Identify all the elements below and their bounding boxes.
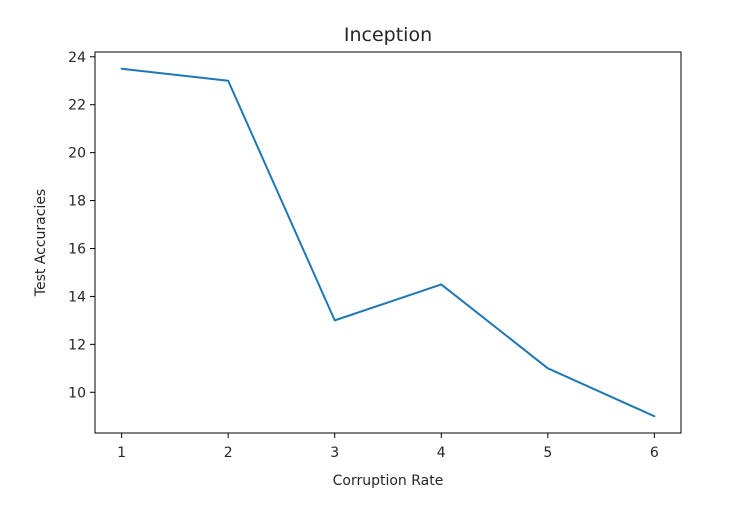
x-axis-label: Corruption Rate bbox=[333, 473, 444, 489]
y-tick-label: 22 bbox=[68, 98, 86, 114]
x-tick-label: 3 bbox=[330, 445, 339, 461]
y-tick-label: 16 bbox=[68, 241, 86, 257]
x-tick-label: 5 bbox=[543, 445, 552, 461]
x-tick-label: 4 bbox=[437, 445, 446, 461]
y-tick-label: 14 bbox=[68, 289, 86, 305]
series-line bbox=[120, 67, 656, 418]
y-tick-label: 24 bbox=[68, 50, 86, 66]
x-tick-label: 2 bbox=[224, 445, 233, 461]
x-tick-label: 1 bbox=[117, 445, 126, 461]
y-axis-ticks: 10 12 14 16 18 20 22 24 bbox=[68, 50, 95, 401]
y-tick-label: 12 bbox=[68, 337, 86, 353]
y-tick-label: 20 bbox=[68, 146, 86, 162]
y-tick-label: 18 bbox=[68, 194, 86, 210]
y-axis-label: Test Accuracies bbox=[33, 189, 49, 297]
chart-title: Inception bbox=[344, 24, 432, 46]
x-axis-ticks: 1 2 3 4 5 6 bbox=[117, 433, 659, 461]
plot-area bbox=[94, 51, 682, 434]
series-layer bbox=[120, 67, 656, 418]
y-tick-label: 10 bbox=[68, 385, 86, 401]
x-tick-label: 6 bbox=[650, 445, 659, 461]
